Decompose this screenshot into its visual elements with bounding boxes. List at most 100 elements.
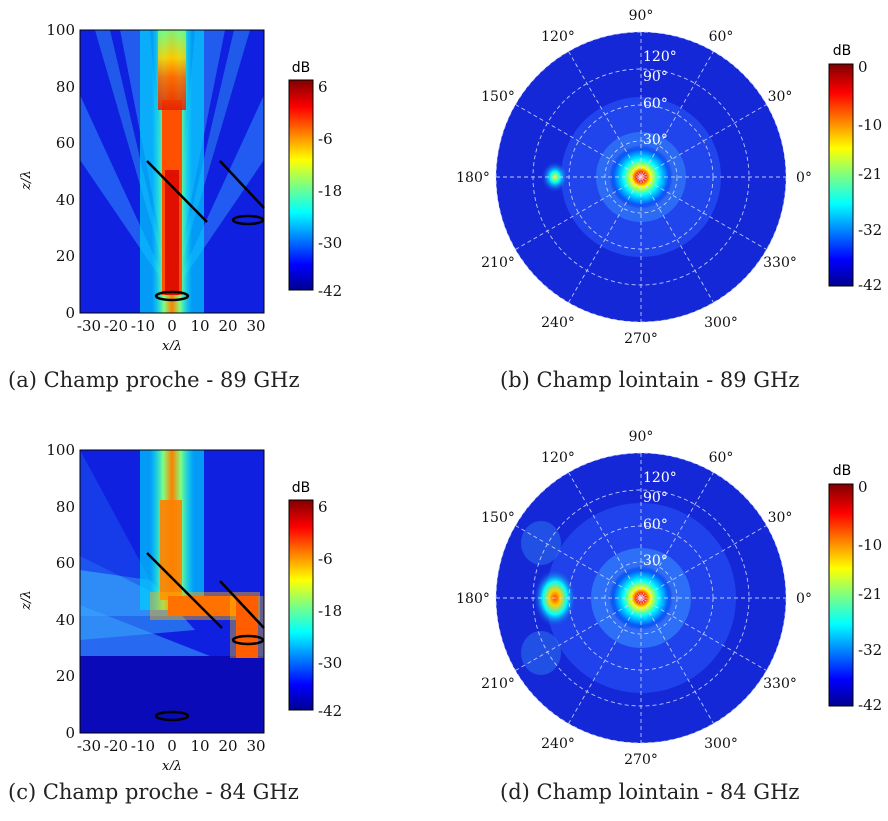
ellipse-receiver [231, 214, 265, 226]
colorbar-tick: -6 [318, 550, 333, 568]
y-tick-80: 80 [56, 498, 75, 516]
reflector-line-1 [146, 552, 223, 629]
angle-label: 180° [456, 591, 490, 607]
colorbar-tick: 0 [858, 58, 868, 76]
radial-label: 90° [643, 490, 668, 506]
colorbar-tick: -32 [858, 221, 882, 239]
angle-label: 240° [541, 315, 575, 331]
x-tick: 0 [167, 737, 177, 755]
radial-label: 60° [643, 517, 668, 533]
colorbar-tick: 6 [318, 78, 328, 96]
colorbar-tick: -18 [318, 182, 342, 200]
angle-label: 90° [629, 8, 654, 24]
colorbar-tick: -42 [318, 282, 342, 300]
colorbar-label: dB [292, 60, 311, 76]
colorbar-tick: -10 [858, 116, 882, 134]
angle-label: 210° [481, 255, 515, 271]
angle-label: 90° [629, 429, 654, 445]
caption-d: (d) Champ lointain - 84 GHz [500, 780, 800, 804]
angle-label: 30° [768, 89, 793, 105]
y-tick-0: 0 [65, 724, 75, 742]
x-tick: -20 [104, 737, 128, 755]
radial-label: 90° [643, 69, 668, 85]
y-tick-0: 0 [65, 304, 75, 322]
angle-label: 180° [456, 170, 490, 186]
caption-c: (c) Champ proche - 84 GHz [8, 780, 299, 804]
y-tick-100: 100 [46, 441, 75, 459]
colorbar-label: dB [833, 43, 852, 59]
angle-label: 270° [624, 752, 658, 768]
x-tick: 10 [190, 317, 209, 335]
colorbar-tick: -42 [858, 276, 882, 294]
colorbar-tick: -42 [318, 702, 342, 720]
colorbar-tick: -30 [318, 654, 342, 672]
angle-label: 60° [709, 450, 734, 466]
caption-a: (a) Champ proche - 89 GHz [8, 368, 300, 392]
radial-label: 120° [643, 470, 677, 486]
y-tick-60: 60 [56, 554, 75, 572]
y-tick-100: 100 [46, 21, 75, 39]
y-tick-40: 40 [56, 611, 75, 629]
panel-a: 0 20 40 60 80 100 -30 -20 -10 0 10 20 30… [0, 0, 440, 410]
x-tick: -30 [77, 737, 101, 755]
radial-label: 120° [643, 49, 677, 65]
reflector-line-2 [219, 580, 265, 629]
far-field-plot-b: 30° 60° 90° 120° 0° 30° 60° 90° 120° 150… [456, 8, 882, 347]
angle-label: 330° [763, 255, 797, 271]
x-tick: 20 [218, 737, 237, 755]
colorbar-tick: -6 [318, 130, 333, 148]
colorbar [288, 499, 314, 711]
far-field-plot-d: 30° 60° 90° 120° 0° 30° 60° 90° 120° 150… [456, 429, 882, 768]
colorbar-tick: -42 [858, 696, 882, 714]
angle-label: 120° [541, 29, 575, 45]
colorbar [288, 79, 314, 291]
x-axis-label: x/λ [162, 339, 182, 350]
y-tick-20: 20 [56, 667, 75, 685]
x-tick: 10 [190, 737, 209, 755]
colorbar-tick: -21 [858, 165, 882, 183]
angle-label: 330° [763, 676, 797, 692]
x-tick: 30 [246, 737, 265, 755]
colorbar-label: dB [292, 480, 311, 496]
y-tick-40: 40 [56, 191, 75, 209]
angle-label: 30° [768, 510, 793, 526]
angle-label: 270° [624, 331, 658, 347]
colorbar-tick: -21 [858, 585, 882, 603]
near-field-plot-c: 0 20 40 60 80 100 -30 -20 -10 0 10 20 30… [19, 441, 342, 774]
angle-label: 240° [541, 736, 575, 752]
x-tick: -10 [131, 737, 155, 755]
caption-b: (b) Champ lointain - 89 GHz [500, 368, 800, 392]
x-tick: -20 [104, 317, 128, 335]
y-tick-60: 60 [56, 134, 75, 152]
angle-label: 210° [481, 676, 515, 692]
ellipse-source [154, 710, 190, 722]
colorbar-tick: -10 [858, 536, 882, 554]
angle-label: 150° [481, 510, 515, 526]
y-tick-80: 80 [56, 78, 75, 96]
ellipse-receiver [231, 634, 265, 646]
x-tick: -30 [77, 317, 101, 335]
ellipse-source [154, 290, 190, 302]
panel-b: 30° 60° 90° 120° 0° 30° 60° 90° 120° 150… [440, 0, 888, 410]
x-tick: 30 [246, 317, 265, 335]
angle-label: 60° [709, 29, 734, 45]
colorbar-tick: -32 [858, 641, 882, 659]
angle-label: 300° [704, 315, 738, 331]
colorbar-tick: -18 [318, 602, 342, 620]
angle-label: 0° [796, 591, 812, 607]
radial-label: 60° [643, 96, 668, 112]
panel-d: 30° 60° 90° 120° 0° 30° 60° 90° 120° 150… [440, 420, 888, 821]
angle-label: 300° [704, 736, 738, 752]
colorbar [828, 63, 854, 287]
angle-label: 0° [796, 170, 812, 186]
x-tick: 20 [218, 317, 237, 335]
radial-label: 30° [643, 132, 668, 148]
y-axis-label: z/λ [19, 590, 34, 610]
panel-c: 0 20 40 60 80 100 -30 -20 -10 0 10 20 30… [0, 420, 440, 821]
colorbar [828, 483, 854, 707]
reflector-line-1 [146, 160, 208, 223]
colorbar-label: dB [833, 463, 852, 479]
x-tick: -10 [131, 317, 155, 335]
reflector-line-2 [219, 160, 265, 209]
radial-label: 30° [643, 553, 668, 569]
